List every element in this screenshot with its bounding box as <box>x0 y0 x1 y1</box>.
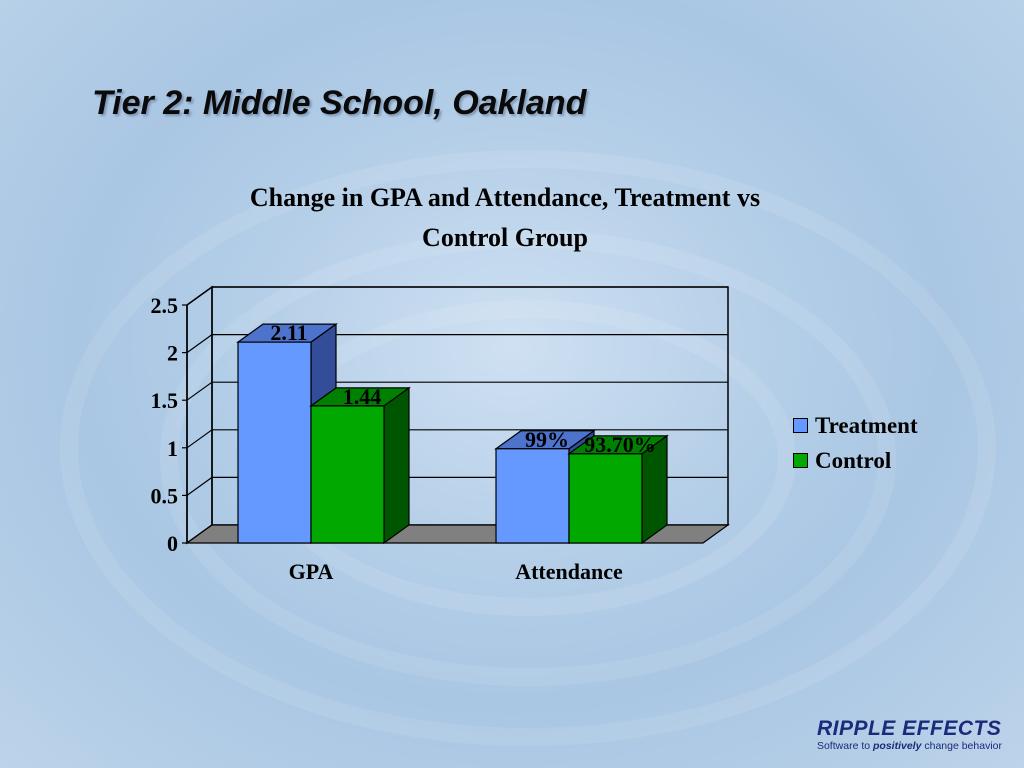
y-tick-label-5: 2.5 <box>151 293 179 318</box>
y-tick-label-2: 1 <box>167 436 178 461</box>
bar-front <box>237 341 312 544</box>
bar-front <box>310 405 385 544</box>
y-tick-label-0: 0 <box>167 531 178 556</box>
logo-name: RIPPLE EFFECTS <box>816 717 1002 740</box>
logo-tagline: Software to positively change behavior <box>817 740 1002 752</box>
logo-tagline-end: change behavior <box>921 740 1002 752</box>
legend-label-control: Control <box>815 447 892 473</box>
data-label-attendance-treatment: 99% <box>525 427 569 452</box>
chart-legend: Treatment Control <box>793 408 918 478</box>
legend-swatch-treatment <box>793 418 808 433</box>
slide-title: Tier 2: Middle School, Oakland <box>92 84 587 122</box>
y-tick-label-3: 1.5 <box>151 388 179 413</box>
y-tick-label-1: 0.5 <box>151 483 179 508</box>
logo-tagline-start: Software to <box>816 740 873 752</box>
gridline-2 <box>186 429 728 449</box>
y-tick-label-4: 2 <box>167 341 178 366</box>
gridline-5 <box>186 286 728 306</box>
chart-side-wall <box>186 285 213 545</box>
gridline-3 <box>186 381 728 401</box>
chart-title-line-2: Control Group <box>422 223 588 252</box>
bar-front <box>568 453 643 544</box>
x-category-label-attendance: Attendance <box>515 559 623 584</box>
logo-tagline-emphasis: positively <box>873 740 922 752</box>
chart-title-line-1: Change in GPA and Attendance, Treatment … <box>249 183 761 212</box>
data-label-gpa-control: 1.44 <box>343 384 382 409</box>
legend-swatch-control <box>793 453 808 468</box>
bar-side <box>383 386 410 545</box>
bar-attendance-control <box>567 434 669 545</box>
data-label-attendance-control: 93.70% <box>584 432 656 457</box>
gridline-4 <box>186 334 728 354</box>
ripple-effects-logo: RIPPLE EFFECTS Software to positively ch… <box>816 717 1002 753</box>
chart-title: Change in GPA and Attendance, Treatment … <box>185 178 825 258</box>
bar-gpa-control <box>309 386 411 545</box>
bar-front <box>495 448 570 544</box>
legend-item-control: Control <box>793 443 918 478</box>
x-category-label-gpa: GPA <box>289 559 334 584</box>
data-label-gpa-treatment: 2.11 <box>270 320 307 345</box>
legend-item-treatment: Treatment <box>793 408 918 443</box>
legend-label-treatment: Treatment <box>815 412 918 438</box>
